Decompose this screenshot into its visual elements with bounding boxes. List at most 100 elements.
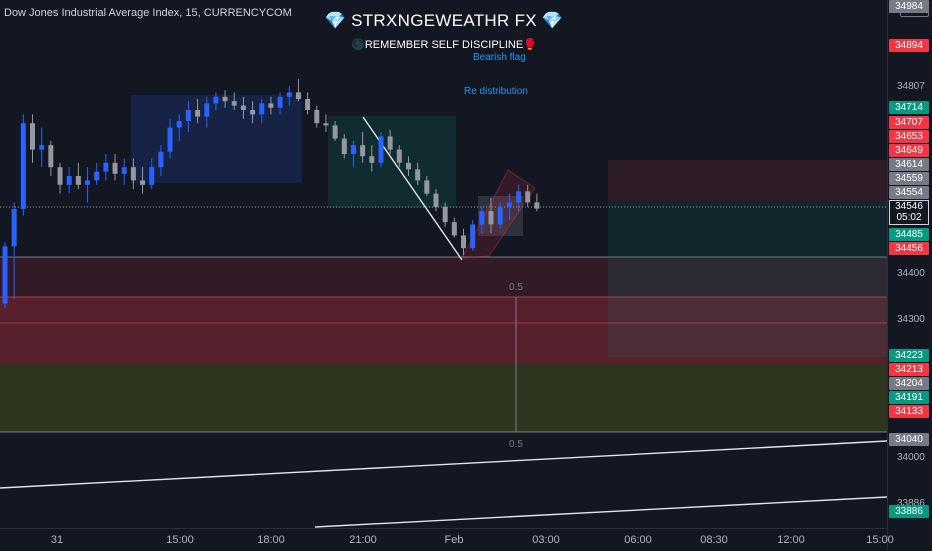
candle-body [405, 162, 411, 170]
candle-body [30, 123, 36, 150]
subtitle: 🌑REMEMBER SELF DISCIPLINE🥊 [351, 39, 537, 51]
candle-body [259, 103, 265, 115]
consolidation-box [131, 95, 302, 183]
price-axis[interactable]: USD [887, 0, 932, 550]
candle-body [268, 103, 274, 108]
resistance-zone [0, 257, 887, 297]
demand-zone-red [0, 297, 887, 364]
demand-zone-olive [0, 364, 887, 432]
drawings-layer [0, 116, 887, 528]
candle-body [479, 211, 485, 225]
candle-body [204, 103, 210, 117]
price-tag: 34456 [889, 242, 929, 255]
candle-body [57, 167, 63, 185]
candle-body [424, 180, 430, 194]
candle-body [534, 202, 540, 209]
price-tag: 34653 [889, 130, 929, 143]
candle-body [488, 211, 494, 225]
candle-body [167, 127, 173, 152]
price-tag: 34223 [889, 349, 929, 362]
candle-body [360, 145, 366, 157]
candle-body [286, 92, 292, 97]
candle-body [66, 176, 72, 185]
candle-body [11, 209, 17, 247]
position-profit-zone [608, 202, 887, 357]
candle-body [2, 246, 8, 304]
price-tag: 34213 [889, 363, 929, 376]
candle-body [369, 156, 375, 163]
price-tag: 34649 [889, 144, 929, 157]
candle-body [341, 138, 347, 154]
price-tag: 34040 [889, 433, 929, 446]
time-label: 15:00 [166, 534, 194, 546]
candle-body [149, 167, 155, 185]
trend-line-lower-1 [0, 440, 887, 489]
price-tag: 34894 [889, 39, 929, 52]
price-tag: 34204 [889, 377, 929, 390]
fib-level-lower: 0.5 [509, 439, 523, 450]
candle-body [506, 202, 512, 207]
candle-body [396, 149, 402, 163]
candle-body [250, 110, 256, 115]
candle-body [20, 123, 26, 209]
price-label-34807: 34807 [897, 81, 925, 92]
time-label: 08:30 [700, 534, 728, 546]
candle-body [350, 145, 356, 154]
candle-body [433, 193, 439, 207]
position-stop-zone [608, 160, 887, 202]
candle-body [85, 180, 91, 185]
time-label: 12:00 [777, 534, 805, 546]
candle-body [378, 136, 384, 163]
candle-body [140, 180, 146, 185]
candle-body [213, 96, 219, 104]
candle-body [176, 121, 182, 128]
price-label-34000: 34000 [897, 452, 925, 463]
candle-body [516, 191, 522, 203]
candle-body [497, 206, 503, 225]
price-label-33886-ghost: 33886 [897, 498, 925, 509]
candle-body [295, 92, 301, 99]
zones-layer [0, 95, 887, 433]
candle-body [525, 191, 531, 203]
time-label: 15:00 [866, 534, 894, 546]
candle-body [48, 145, 54, 168]
candle-body [231, 101, 237, 106]
time-label: 18:00 [257, 534, 285, 546]
price-chart[interactable] [0, 0, 887, 528]
brand-title: 💎 STRXNGEWEATHR FX 💎 [324, 11, 564, 30]
candle-body [387, 136, 393, 150]
re-distribution-label[interactable]: Re distribution [462, 86, 530, 97]
candle-body [415, 169, 421, 181]
candle-body [130, 167, 136, 181]
candle-body [195, 110, 201, 117]
bearish-flag-label[interactable]: Bearish flag [471, 52, 528, 63]
time-label: Feb [444, 534, 464, 546]
candle-body [158, 151, 164, 168]
price-tag: 34707 [889, 116, 929, 129]
time-axis[interactable]: 31 15:00 18:00 21:00 Feb 03:00 06:00 08:… [0, 528, 894, 551]
candle-body [112, 162, 118, 174]
candle-body [103, 162, 109, 172]
price-label-34400: 34400 [897, 268, 925, 279]
candle-body [75, 176, 81, 185]
candle-body [323, 123, 329, 126]
candle-body [332, 125, 338, 139]
price-tag: 34133 [889, 405, 929, 418]
price-tag: 34191 [889, 391, 929, 404]
price-tag: 34614 [889, 158, 929, 171]
price-tag: 33886 [889, 505, 929, 518]
fib-level-upper: 0.5 [509, 282, 523, 293]
current-price-tag: 34546 05:02 [889, 200, 929, 225]
price-tag: 34984 [889, 0, 929, 13]
candle-body [94, 171, 100, 181]
candle-body [305, 99, 311, 110]
candle-body [442, 206, 448, 223]
current-price: 34546 [895, 201, 923, 212]
bar-countdown: 05:02 [896, 212, 922, 223]
price-tag: 34554 [889, 186, 929, 199]
candle-body [240, 105, 246, 110]
symbol-title: Dow Jones Industrial Average Index, 15, … [4, 7, 292, 19]
candles-layer [2, 79, 540, 308]
price-tag: 34559 [889, 172, 929, 185]
trend-line-lower-2 [314, 496, 887, 528]
